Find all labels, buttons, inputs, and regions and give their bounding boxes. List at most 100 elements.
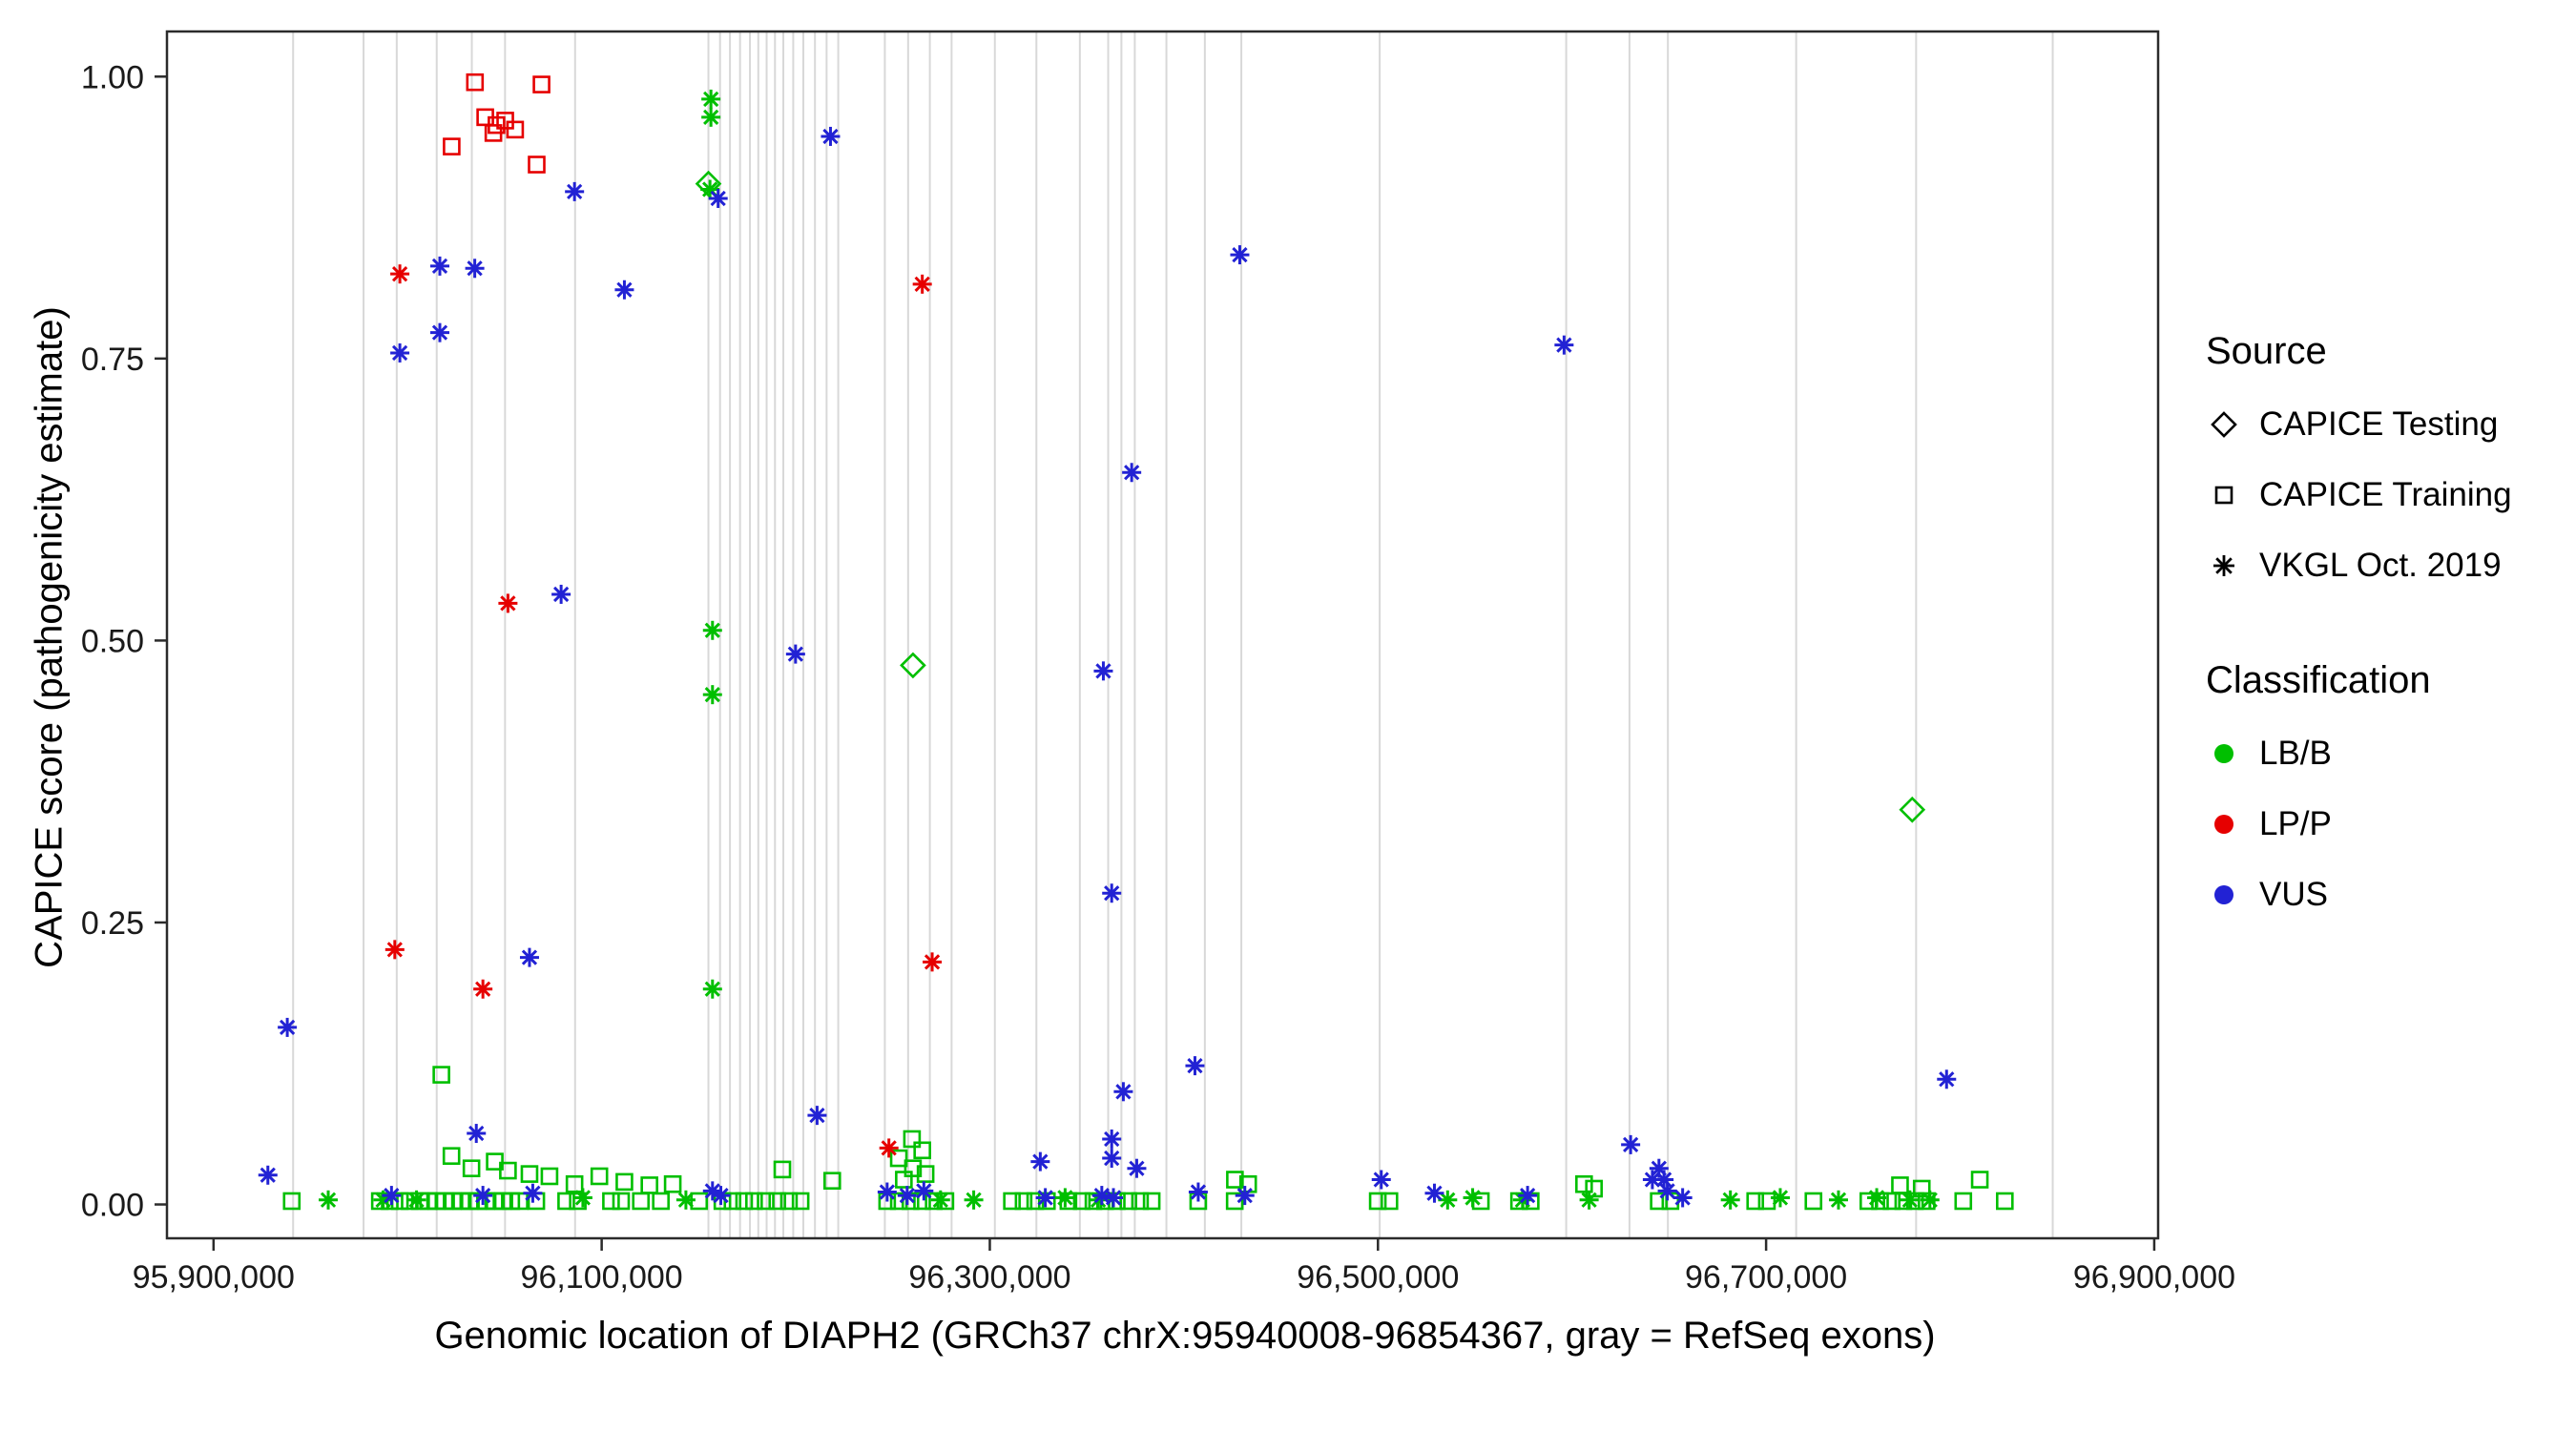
data-point-asterisk [1581, 1192, 1597, 1208]
data-point-square [1891, 1176, 1909, 1194]
y-tick-label: 1.00 [81, 59, 144, 95]
legend-item-label: CAPICE Training [2259, 476, 2512, 513]
data-point-square [735, 1192, 754, 1211]
data-point-asterisk [1032, 1153, 1049, 1170]
square-marker-icon [2206, 477, 2242, 513]
data-point-asterisk [1644, 1172, 1661, 1188]
data-point-asterisk [391, 266, 408, 282]
data-point-square [895, 1171, 913, 1189]
data-point-asterisk [521, 949, 538, 965]
data-point-square [768, 1192, 787, 1211]
data-point-square [822, 1172, 841, 1191]
data-point-asterisk [713, 1187, 729, 1204]
x-tick-label: 96,300,000 [908, 1259, 1070, 1296]
y-tick-label: 0.50 [81, 623, 144, 659]
data-point-asterisk [1830, 1192, 1847, 1208]
data-point-square [903, 1130, 922, 1149]
data-point-asterisk [879, 1184, 895, 1200]
x-axis-title: Genomic location of DIAPH2 (GRCh37 chrX:… [434, 1315, 1936, 1357]
y-axis-title: CAPICE score (pathogenicity estimate) [28, 306, 71, 968]
legend-item-lbb: LB/B [2206, 735, 2568, 773]
data-point-square [532, 75, 551, 93]
data-point-square [540, 1167, 559, 1186]
data-point-asterisk [552, 586, 570, 603]
legend-item-label: LP/P [2259, 805, 2332, 842]
data-point-asterisk [787, 646, 803, 662]
data-point-asterisk [1105, 1190, 1122, 1206]
data-point-asterisk [1659, 1183, 1675, 1199]
data-point-square [913, 1141, 931, 1160]
data-point-square [1804, 1192, 1823, 1211]
data-point-square [1037, 1192, 1056, 1211]
data-point-asterisk [574, 1190, 592, 1206]
blue-dot-icon [2206, 877, 2242, 913]
data-point-square [565, 1174, 584, 1193]
data-point-square [615, 1172, 634, 1192]
red-dot-icon [2206, 806, 2242, 842]
data-point-square [1131, 1192, 1150, 1211]
data-point-square [557, 1192, 575, 1211]
data-point-asterisk [1440, 1192, 1456, 1208]
data-point-asterisk [1104, 885, 1120, 902]
data-point-square [506, 120, 525, 139]
data-point-asterisk [1037, 1190, 1053, 1206]
data-point-asterisk [1129, 1160, 1145, 1176]
y-tick-label: 0.00 [81, 1188, 144, 1224]
data-point-square [466, 73, 485, 92]
data-point-square [282, 1192, 301, 1211]
legend-item-label: LB/B [2259, 735, 2332, 772]
data-point-asterisk [924, 954, 941, 970]
y-tick-label: 0.75 [81, 342, 144, 378]
data-point-square [1996, 1192, 2014, 1211]
data-point-square [632, 1192, 651, 1211]
data-point-diamond [1899, 796, 1926, 823]
data-point-asterisk [677, 1192, 695, 1208]
data-point-asterisk [391, 344, 408, 362]
data-point-asterisk [1922, 1192, 1938, 1208]
data-point-asterisk [1104, 1150, 1120, 1167]
data-point-asterisk [703, 109, 719, 125]
data-point-asterisk [881, 1140, 897, 1156]
data-point-square [1954, 1192, 1973, 1211]
legend-item-vkgl: VKGL Oct. 2019 [2206, 547, 2568, 585]
data-point-square [773, 1160, 792, 1179]
legend-item-capice-testing: CAPICE Testing [2206, 405, 2568, 444]
data-point-asterisk [525, 1185, 541, 1201]
legend-item-capice-training: CAPICE Training [2206, 476, 2568, 514]
data-point-asterisk [567, 183, 583, 200]
data-point-asterisk [809, 1108, 825, 1124]
data-point-square [432, 1066, 450, 1084]
data-point-square [612, 1192, 631, 1211]
data-point-asterisk [710, 190, 726, 207]
data-point-square [904, 1159, 923, 1178]
data-point-square [496, 112, 514, 130]
data-point-square [1014, 1192, 1033, 1211]
data-point-square [1368, 1192, 1387, 1211]
data-point-square [1650, 1192, 1668, 1211]
data-point-asterisk [916, 1183, 932, 1199]
data-point-asterisk [500, 595, 516, 612]
data-point-square [889, 1149, 908, 1168]
data-point-square [916, 1165, 935, 1183]
data-point-square [520, 1165, 539, 1183]
data-point-square [443, 137, 461, 156]
data-point-asterisk [1057, 1190, 1073, 1206]
data-point-asterisk [822, 128, 839, 145]
data-point-square [1757, 1192, 1776, 1211]
x-tick-label: 96,900,000 [2073, 1259, 2235, 1296]
data-point-asterisk [1373, 1172, 1389, 1188]
data-point-square [442, 1147, 461, 1165]
data-point-asterisk [386, 942, 403, 958]
data-point-square [486, 1152, 504, 1171]
data-point-square [1226, 1171, 1244, 1189]
x-tick-label: 96,500,000 [1297, 1259, 1459, 1296]
legend-classification-title: Classification [2206, 659, 2431, 701]
x-tick-label: 96,700,000 [1685, 1259, 1847, 1296]
green-dot-icon [2206, 736, 2242, 772]
data-point-asterisk [1772, 1190, 1789, 1206]
data-point-asterisk [431, 258, 448, 275]
data-point-asterisk [1622, 1136, 1639, 1153]
data-point-square [791, 1192, 810, 1211]
data-point-asterisk [384, 1187, 400, 1204]
data-point-square [528, 156, 546, 174]
